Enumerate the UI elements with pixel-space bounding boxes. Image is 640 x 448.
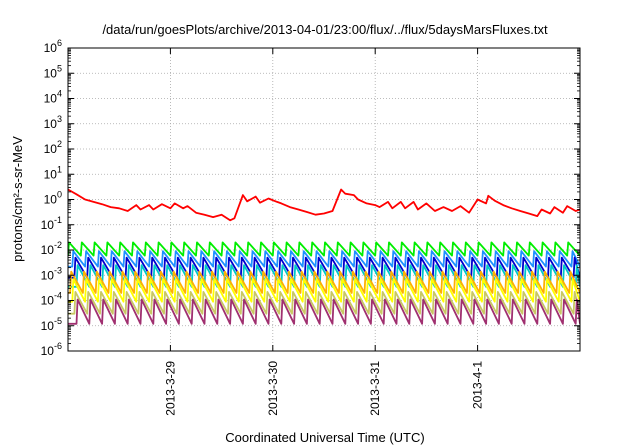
series-line-7 <box>68 278 580 303</box>
y-tick-label: 10-5 <box>41 316 62 333</box>
y-tick-label: 102 <box>44 139 62 156</box>
y-tick-label: 100 <box>44 190 62 207</box>
chart-title: /data/run/goesPlots/archive/2013-04-01/2… <box>102 22 548 37</box>
y-tick-label: 106 <box>44 38 62 55</box>
series-group <box>68 188 580 325</box>
series-line-8 <box>68 291 580 315</box>
y-tick-label: 10-2 <box>41 240 62 257</box>
x-tick-label: 2013-4-1 <box>471 361 485 409</box>
axis-ticks: 10-6 10-5 10-4 10-3 10-2 10-1 100 101 102 103 104 1… <box>41 38 580 416</box>
y-tick-label: 105 <box>44 63 62 80</box>
y-tick-label: 10-1 <box>41 215 62 232</box>
x-tick-label: 2013-3-29 <box>163 361 177 416</box>
series-line-6 <box>68 270 580 294</box>
y-tick-label: 104 <box>44 89 62 106</box>
series-line-2 <box>68 241 580 257</box>
y-tick-label: 10-6 <box>41 341 62 358</box>
x-tick-label: 2013-3-31 <box>368 361 382 416</box>
x-axis-label: Coordinated Universal Time (UTC) <box>225 430 424 445</box>
y-tick-label: 103 <box>44 114 62 131</box>
series-line-9 <box>68 298 580 325</box>
y-tick-label: 10-3 <box>41 265 62 282</box>
x-tick-label: 2013-3-30 <box>266 361 280 416</box>
series-line-1 <box>68 188 580 222</box>
series-line-4 <box>68 256 580 279</box>
y-axis-label: protons/cm²-s-sr-MeV <box>10 136 25 262</box>
y-tick-label: 101 <box>44 164 62 181</box>
y-tick-label: 10-4 <box>41 291 62 308</box>
series-line-3 <box>68 250 580 268</box>
